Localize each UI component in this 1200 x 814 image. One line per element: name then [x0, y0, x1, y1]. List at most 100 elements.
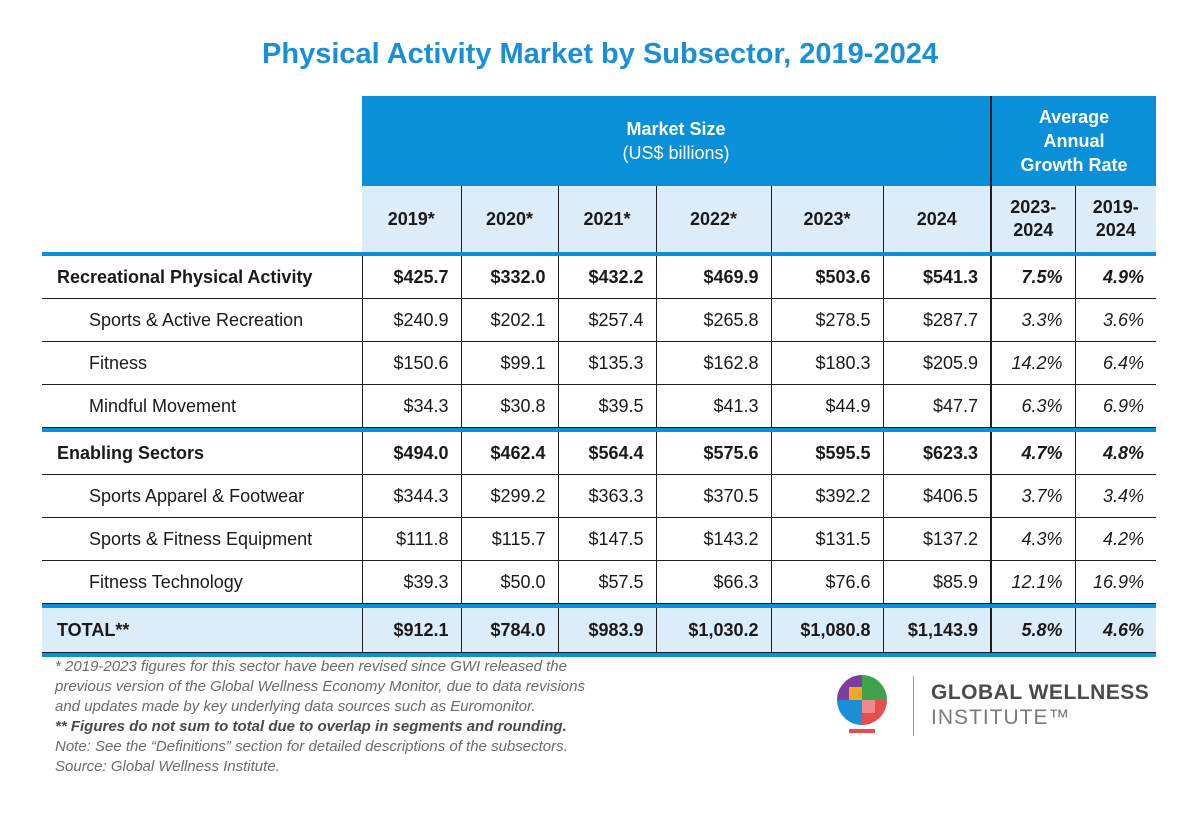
- cell-value: $147.5: [557, 517, 656, 561]
- cell-growth: 6.4%: [1074, 341, 1156, 385]
- cell-value: $66.3: [655, 560, 771, 604]
- cell-value: $1,080.8: [770, 606, 883, 653]
- cell-growth: 3.7%: [990, 474, 1075, 518]
- year-header: 2021*: [557, 186, 656, 252]
- cell-growth: 6.3%: [990, 384, 1075, 428]
- footnote: ** Figures do not sum to total due to ov…: [55, 718, 567, 735]
- cell-value: $363.3: [557, 474, 656, 518]
- table-row: Recreational Physical Activity $425.7 $3…: [42, 254, 1156, 299]
- cell-value: $575.6: [655, 430, 771, 475]
- year-header: 2020*: [460, 186, 558, 252]
- cell-value: $76.6: [770, 560, 883, 604]
- growth-range-header: 2023- 2024: [990, 186, 1075, 252]
- cell-growth: 16.9%: [1074, 560, 1156, 604]
- footnotes: * 2019-2023 figures for this sector have…: [55, 657, 755, 777]
- cell-value: $99.1: [460, 341, 558, 385]
- header-blank: [42, 96, 362, 186]
- cell-value: $202.1: [460, 298, 558, 342]
- cell-growth: 12.1%: [990, 560, 1075, 604]
- year-header: 2019*: [362, 186, 461, 252]
- growth-rate-header: Average Annual Growth Rate: [990, 96, 1156, 186]
- cell-value: $595.5: [770, 430, 883, 475]
- cell-value: $150.6: [361, 341, 461, 385]
- row-label: Enabling Sectors: [42, 430, 362, 475]
- cell-value: $39.5: [557, 384, 656, 428]
- cell-growth: 4.3%: [990, 517, 1075, 561]
- cell-growth: 5.8%: [990, 606, 1075, 653]
- cell-value: $85.9: [882, 560, 991, 604]
- cell-value: $623.3: [882, 430, 991, 475]
- row-label: Fitness: [42, 341, 362, 385]
- cell-value: $30.8: [460, 384, 558, 428]
- table-row: Sports Apparel & Footwear $344.3 $299.2 …: [42, 474, 1156, 518]
- footnote: Source: Global Wellness Institute.: [55, 758, 280, 775]
- cell-value: $205.9: [882, 341, 991, 385]
- cell-value: $135.3: [557, 341, 656, 385]
- chart-title: Physical Activity Market by Subsector, 2…: [262, 38, 938, 70]
- row-label: Sports Apparel & Footwear: [42, 474, 362, 518]
- row-label: Sports & Active Recreation: [42, 298, 362, 342]
- cell-value: $406.5: [882, 474, 991, 518]
- cell-value: $41.3: [655, 384, 771, 428]
- cell-growth: 4.9%: [1074, 254, 1156, 299]
- cell-value: $34.3: [361, 384, 461, 428]
- row-label: Sports & Fitness Equipment: [42, 517, 362, 561]
- cell-value: $392.2: [770, 474, 883, 518]
- growth-label-2: Annual: [1043, 131, 1105, 151]
- cell-value: $137.2: [882, 517, 991, 561]
- range-label: 2024: [1013, 220, 1054, 240]
- cell-value: $469.9: [655, 254, 771, 299]
- cell-value: $332.0: [460, 254, 558, 299]
- cell-value: $462.4: [460, 430, 558, 475]
- cell-value: $257.4: [557, 298, 656, 342]
- cell-value: $503.6: [770, 254, 883, 299]
- row-label: Recreational Physical Activity: [42, 254, 362, 299]
- cell-value: $180.3: [770, 341, 883, 385]
- table-row: Fitness $150.6 $99.1 $135.3 $162.8 $180.…: [42, 341, 1156, 385]
- cell-growth: 3.4%: [1074, 474, 1156, 518]
- range-label: 2023-: [1010, 197, 1057, 217]
- market-table: Market Size (US$ billions) Average Annua…: [42, 96, 1156, 657]
- year-header: 2023*: [770, 186, 883, 252]
- growth-label-1: Average: [1038, 107, 1110, 127]
- range-label: 2024: [1095, 220, 1136, 240]
- cell-value: $299.2: [460, 474, 558, 518]
- cell-value: $1,143.9: [882, 606, 991, 653]
- cell-value: $370.5: [655, 474, 771, 518]
- cell-value: $494.0: [361, 430, 461, 475]
- cell-value: $278.5: [770, 298, 883, 342]
- growth-range-header: 2019- 2024: [1074, 186, 1156, 252]
- cell-growth: 4.2%: [1074, 517, 1156, 561]
- cell-value: $111.8: [361, 517, 461, 561]
- cell-value: $265.8: [655, 298, 771, 342]
- cell-value: $541.3: [882, 254, 991, 299]
- cell-growth: 3.6%: [1074, 298, 1156, 342]
- cell-value: $57.5: [557, 560, 656, 604]
- market-unit-label: (US$ billions): [622, 143, 730, 163]
- table-row: Sports & Active Recreation $240.9 $202.1…: [42, 298, 1156, 342]
- cell-value: $50.0: [460, 560, 558, 604]
- footnote: previous version of the Global Wellness …: [55, 678, 585, 695]
- table-row: Fitness Technology $39.3 $50.0 $57.5 $66…: [42, 560, 1156, 604]
- cell-growth: 4.7%: [990, 430, 1075, 475]
- footnote: and updates made by key underlying data …: [55, 698, 536, 715]
- row-label: Fitness Technology: [42, 560, 362, 604]
- cell-growth: 4.8%: [1074, 430, 1156, 475]
- total-row: TOTAL** $912.1 $784.0 $983.9 $1,030.2 $1…: [42, 606, 1156, 653]
- cell-value: $115.7: [460, 517, 558, 561]
- footnote: Note: See the “Definitions” section for …: [55, 738, 568, 755]
- year-header-blank: [42, 186, 362, 252]
- cell-value: $287.7: [882, 298, 991, 342]
- gwi-logo-icon: [837, 675, 887, 733]
- cell-value: $784.0: [460, 606, 558, 653]
- cell-value: $432.2: [557, 254, 656, 299]
- cell-value: $44.9: [770, 384, 883, 428]
- year-header: 2022*: [655, 186, 771, 252]
- cell-value: $564.4: [557, 430, 656, 475]
- cell-value: $425.7: [361, 254, 461, 299]
- cell-growth: 3.3%: [990, 298, 1075, 342]
- cell-growth: 7.5%: [990, 254, 1075, 299]
- cell-value: $344.3: [361, 474, 461, 518]
- cell-value: $47.7: [882, 384, 991, 428]
- row-label: Mindful Movement: [42, 384, 362, 428]
